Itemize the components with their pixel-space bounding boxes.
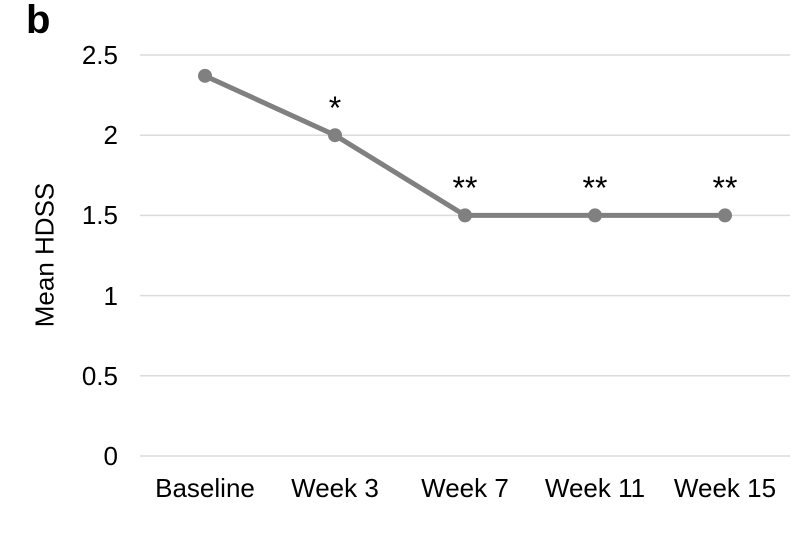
- x-tick-label-week7: Week 7: [421, 473, 509, 503]
- x-tick-label-week15: Week 15: [673, 473, 777, 503]
- y-tick-label: 2: [103, 120, 118, 151]
- x-tick-label-baseline: Baseline: [155, 473, 255, 503]
- significance-marker: **: [712, 170, 738, 207]
- y-tick-label: 1: [103, 280, 118, 311]
- significance-marker: **: [582, 170, 608, 207]
- y-tick-label: 2.5: [81, 40, 118, 70]
- y-tick-label: 0: [103, 441, 118, 471]
- significance-marker: **: [452, 170, 478, 207]
- panel-label: b: [26, 0, 51, 42]
- y-tick-label: 0.5: [81, 360, 118, 391]
- significance-marker: *: [328, 90, 342, 127]
- x-tick-label-week3: Week 3: [291, 473, 379, 503]
- y-tick-label: 1.5: [81, 200, 118, 231]
- x-tick-label-week11: Week 11: [544, 473, 646, 503]
